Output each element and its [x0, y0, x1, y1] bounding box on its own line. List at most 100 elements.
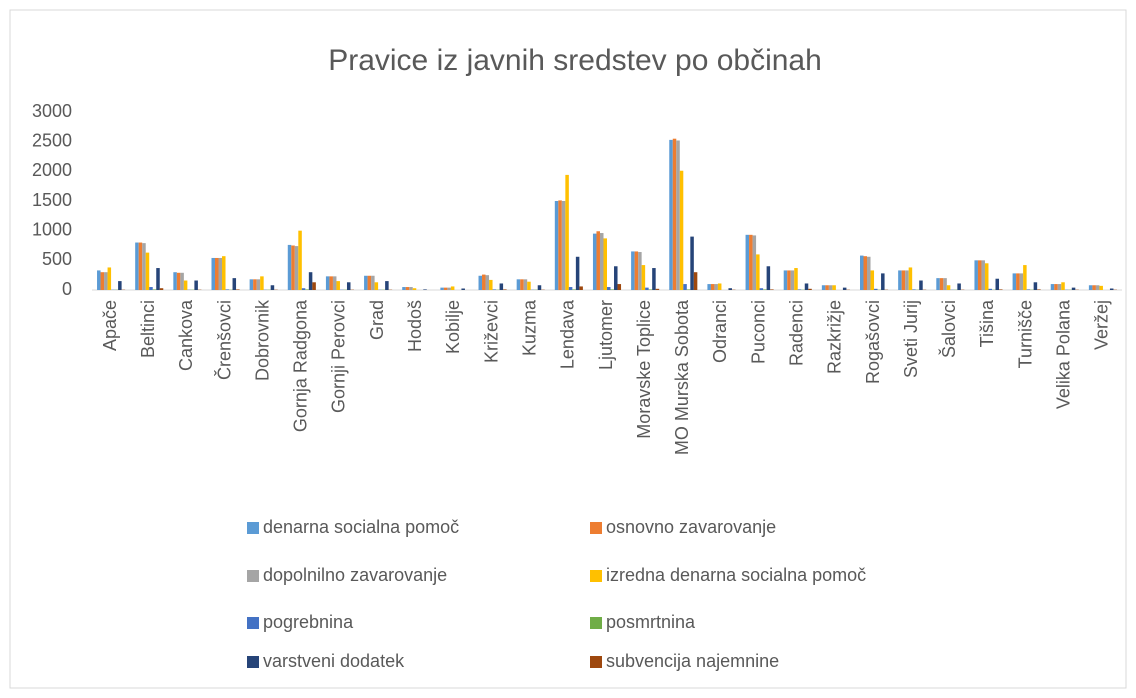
- bar: [728, 288, 732, 290]
- bar: [305, 289, 309, 290]
- bar: [1020, 273, 1024, 290]
- bar: [451, 286, 455, 290]
- bar: [558, 200, 562, 290]
- y-tick-label: 3000: [32, 101, 72, 121]
- legend-swatch: [590, 570, 602, 582]
- bar: [864, 256, 868, 290]
- bar: [707, 284, 711, 290]
- bar: [763, 289, 767, 290]
- bar: [860, 256, 864, 290]
- bar: [142, 243, 146, 290]
- bar: [500, 283, 504, 290]
- bar: [423, 289, 427, 290]
- legend-swatch: [247, 617, 259, 629]
- y-tick-label: 2500: [32, 130, 72, 150]
- bar: [236, 289, 240, 290]
- bar: [881, 273, 885, 290]
- y-tick-label: 0: [62, 279, 72, 299]
- bar: [1051, 284, 1055, 290]
- bar: [871, 270, 875, 290]
- bar: [1072, 288, 1076, 290]
- bar: [486, 275, 490, 290]
- legend-swatch: [590, 522, 602, 534]
- bar: [298, 231, 302, 290]
- bar: [371, 276, 375, 290]
- bar: [180, 273, 184, 290]
- bar: [215, 258, 219, 290]
- bar: [309, 272, 313, 290]
- x-tick-label: Tišina: [977, 299, 997, 347]
- x-tick-label: Dobrovnik: [252, 299, 272, 381]
- bar: [302, 288, 306, 290]
- bar: [794, 268, 798, 290]
- bar: [336, 281, 340, 290]
- bar: [787, 270, 791, 290]
- x-tick-label: Gornji Perovci: [329, 300, 349, 413]
- legend-swatch: [247, 522, 259, 534]
- bar: [1034, 282, 1038, 290]
- bar: [329, 276, 333, 290]
- bar: [805, 283, 809, 290]
- bar: [524, 279, 528, 290]
- bar: [160, 288, 164, 290]
- x-tick-label: Cankova: [176, 299, 196, 371]
- bar: [711, 284, 715, 290]
- bar: [974, 260, 978, 290]
- bar: [808, 289, 812, 290]
- bar: [211, 258, 215, 290]
- bar: [607, 287, 611, 290]
- bar: [1110, 289, 1114, 290]
- legend-label: dopolnilno zavarovanje: [263, 565, 447, 585]
- bar: [569, 287, 573, 290]
- bar: [1061, 282, 1065, 290]
- bar: [271, 285, 275, 290]
- x-tick-label: Križevci: [481, 300, 501, 363]
- bar: [714, 284, 718, 290]
- bar: [978, 260, 982, 290]
- bar: [135, 243, 139, 290]
- x-tick-label: Apače: [100, 300, 120, 351]
- bar: [822, 285, 826, 290]
- bar: [218, 258, 222, 290]
- bar: [579, 286, 583, 290]
- bar: [1054, 284, 1058, 290]
- bar: [108, 267, 112, 290]
- bar: [680, 171, 684, 290]
- legend-label: osnovno zavarovanje: [606, 517, 776, 537]
- bar: [326, 276, 330, 290]
- chart-title: Pravice iz javnih sredstev po občinah: [328, 44, 822, 77]
- y-tick-label: 2000: [32, 160, 72, 180]
- bar: [1016, 273, 1020, 290]
- x-tick-label: Puconci: [748, 300, 768, 364]
- bar: [184, 281, 188, 290]
- bar: [909, 267, 913, 290]
- x-tick-label: Lendava: [558, 299, 578, 369]
- bar: [295, 246, 299, 290]
- bar: [364, 276, 368, 290]
- bar: [656, 289, 660, 290]
- bar: [603, 238, 607, 290]
- x-tick-label: Šalovci: [938, 300, 959, 358]
- bar: [413, 288, 417, 290]
- x-tick-label: Turnišče: [1015, 300, 1035, 368]
- bar: [638, 252, 642, 290]
- bar: [649, 289, 653, 290]
- bar: [233, 278, 237, 290]
- x-tick-label: Kuzma: [519, 299, 539, 356]
- bar: [936, 278, 940, 290]
- x-tick-label: Sveti Jurij: [901, 300, 921, 378]
- bar: [576, 257, 580, 290]
- legend-swatch: [247, 656, 259, 668]
- legend-swatch: [590, 656, 602, 668]
- legend-label: varstveni dodatek: [263, 651, 405, 671]
- bar: [767, 266, 771, 290]
- bar: [385, 281, 389, 290]
- bar: [291, 246, 295, 291]
- bar: [1092, 285, 1096, 290]
- bar: [756, 254, 760, 290]
- bar: [981, 260, 985, 290]
- bar: [988, 289, 992, 290]
- bar: [520, 279, 524, 290]
- bar: [368, 276, 372, 290]
